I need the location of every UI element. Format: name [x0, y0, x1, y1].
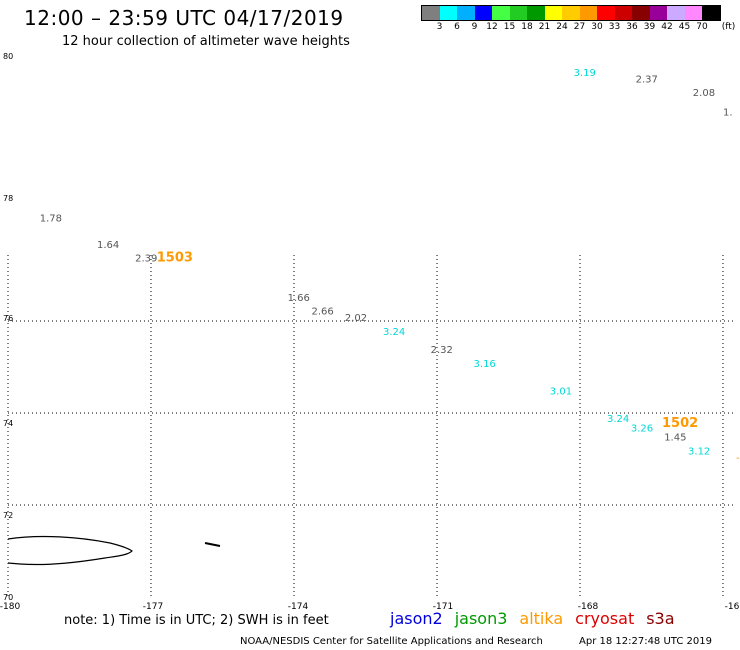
wave-height-value: 1.78 [40, 214, 62, 225]
island-outline [7, 535, 133, 566]
color-scale-label: 42 [661, 22, 673, 32]
color-swatch [457, 6, 475, 20]
latitude-label: 78 [3, 194, 13, 203]
satellite-s3a: s3a [646, 609, 675, 628]
color-swatch [474, 6, 492, 20]
latitude-label: 74 [3, 419, 13, 428]
satellite-jason3: jason3 [454, 609, 508, 628]
color-swatch [544, 6, 562, 20]
latitude-label: 72 [3, 511, 13, 520]
wave-height-value: 1.64 [97, 240, 119, 251]
footnote: note: 1) Time is in UTC; 2) SWH is in fe… [64, 613, 329, 628]
wave-height-value: 3.01 [550, 387, 572, 398]
map-grid [7, 255, 735, 597]
color-scale-bar [421, 5, 721, 21]
color-scale-label: 3 [436, 22, 443, 32]
color-swatch [439, 6, 457, 20]
coastline [7, 535, 221, 566]
wave-height-value: 1.45 [664, 433, 686, 444]
color-swatch [579, 6, 597, 20]
wave-height-value: 3.24 [383, 327, 405, 338]
latitude-label: 76 [3, 314, 13, 323]
wave-height-value: 3.19 [574, 68, 596, 79]
color-scale-label: 21 [538, 22, 551, 32]
satellite-jason2: jason2 [390, 609, 443, 628]
color-swatch [702, 6, 720, 20]
satellite-cryosat: cryosat [575, 609, 635, 628]
color-swatch [509, 6, 527, 20]
longitude-label: -168 [578, 602, 599, 610]
longitude-label: -177 [143, 602, 163, 610]
color-swatch [614, 6, 632, 20]
color-scale-label: 15 [503, 22, 516, 32]
color-scale-label: 24 [556, 22, 568, 32]
wave-height-value: 2.08 [693, 88, 715, 99]
page-subtitle: 12 hour collection of altimeter wave hei… [62, 34, 350, 49]
color-scale-label: 70 [696, 22, 708, 32]
longitude-label: -171 [433, 602, 453, 610]
wave-height-value: 2.37 [636, 75, 658, 86]
time-mark: 1503 [157, 250, 193, 265]
time-mark: 1502 [662, 416, 698, 431]
longitude-labels: -180 -177 -174 -171 -168 -16 [0, 602, 740, 610]
longitude-label: -180 [0, 602, 20, 610]
wave-height-value: 2.39 [135, 253, 157, 264]
color-scale-label: 27 [573, 22, 586, 32]
latitude-label: 70 [3, 593, 13, 602]
islet-outline [204, 542, 221, 547]
time-marks: 1503 1502 - [157, 250, 740, 464]
generated-timestamp: Apr 18 12:27:48 UTC 2019 [579, 636, 712, 647]
color-swatch [597, 6, 615, 20]
wave-height-value: 2.02 [345, 313, 367, 324]
color-swatch [492, 6, 510, 20]
latitude-labels: 80 78 76 74 72 70 [3, 52, 13, 602]
color-scale-label: 9 [471, 22, 478, 32]
color-swatch [649, 6, 667, 20]
longitude-label: -16 [725, 602, 740, 610]
satellite-legend: jason2 jason3 altika cryosat s3a [390, 609, 687, 628]
edge-mark: - [736, 453, 740, 464]
wave-height-value: 3.12 [688, 446, 710, 457]
color-swatch [667, 6, 685, 20]
latitude-label: 80 [3, 52, 13, 61]
color-swatch [422, 6, 440, 20]
color-scale-unit: (ft) [721, 22, 736, 32]
wave-height-value: 1.66 [288, 293, 310, 304]
credit-line: NOAA/NESDIS Center for Satellite Applica… [240, 636, 543, 647]
wave-height-value: 2.32 [431, 345, 453, 356]
wave-height-value: 3.16 [474, 359, 496, 370]
wave-height-map: 80 78 76 74 72 70 -180 -177 -174 -171 -168 -16 3.1… [0, 52, 740, 610]
color-swatch [632, 6, 650, 20]
color-scale-label: 39 [643, 22, 656, 32]
longitude-label: -174 [288, 602, 309, 610]
color-scale-label: 36 [626, 22, 638, 32]
wave-height-value: 2.66 [311, 306, 333, 317]
page-title: 12:00 – 23:59 UTC 04/17/2019 [24, 6, 344, 30]
wave-height-value: 3.24 [607, 414, 629, 425]
wave-height-values: 3.19 2.37 2.08 1. 1.78 1.64 2.39 1.662.66 2.02 3.… [40, 68, 733, 458]
color-scale-label: 6 [454, 22, 460, 32]
color-scale-label: 30 [591, 22, 603, 32]
color-scale-label: 12 [486, 22, 498, 32]
color-swatch [527, 6, 545, 20]
color-swatch [562, 6, 580, 20]
satellite-altika: altika [519, 609, 564, 628]
color-scale-label: 33 [608, 22, 621, 32]
color-scale-label: 18 [521, 22, 533, 32]
wave-height-value: 3.26 [631, 423, 653, 434]
wave-height-value: 1. [723, 108, 733, 119]
color-scale-label: 45 [678, 22, 691, 32]
color-swatch [684, 6, 702, 20]
